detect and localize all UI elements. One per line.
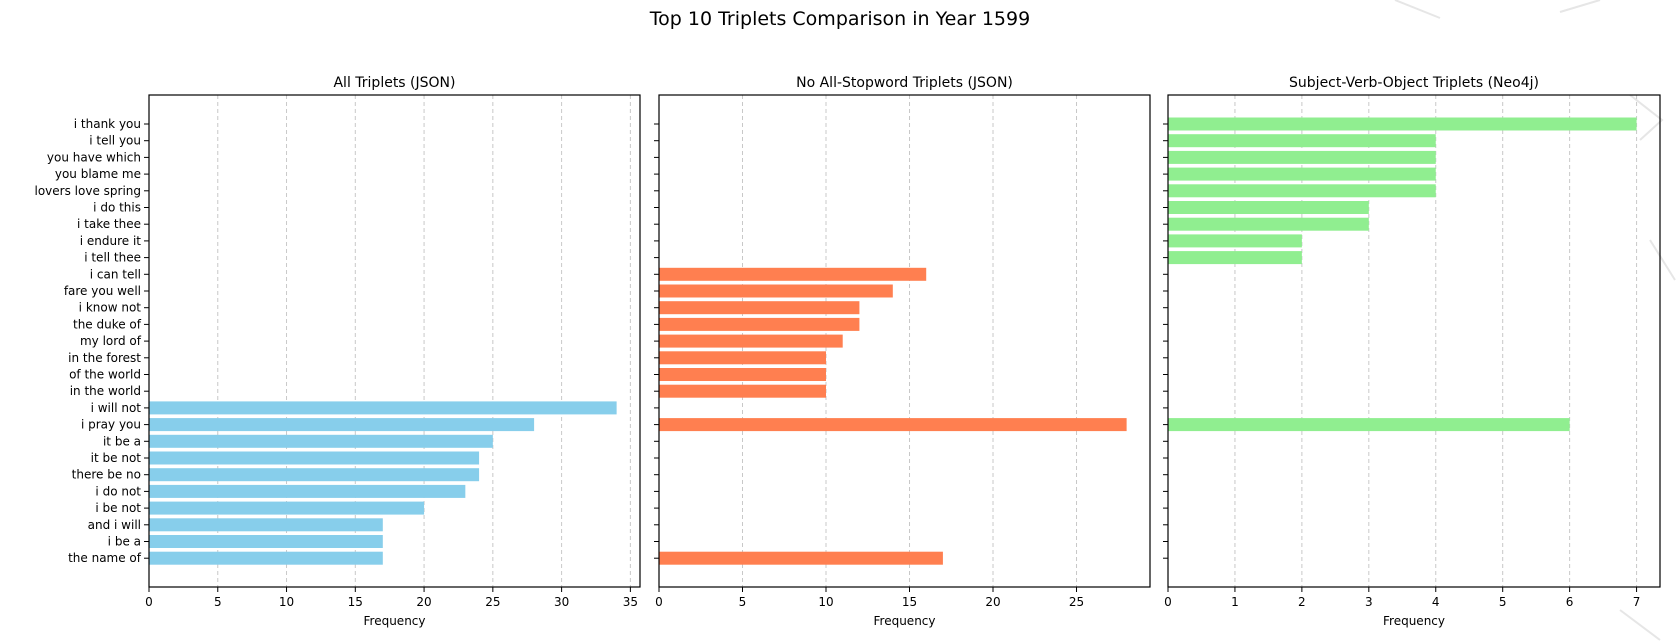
y-category-label: i will not bbox=[91, 401, 142, 415]
y-category-label: it be not bbox=[91, 451, 142, 465]
bar-i-know-not bbox=[659, 301, 860, 315]
y-category-label: fare you well bbox=[64, 284, 141, 298]
figure-title: Top 10 Triplets Comparison in Year 1599 bbox=[649, 8, 1030, 30]
bar-of-the-world bbox=[659, 368, 827, 381]
y-category-label: i do this bbox=[93, 201, 141, 215]
y-category-label: i be a bbox=[108, 535, 141, 549]
y-category-label: it be a bbox=[103, 434, 141, 448]
y-category-label: the name of bbox=[68, 551, 142, 565]
x-tick-label: 0 bbox=[145, 595, 153, 609]
bar-in-the-forest bbox=[659, 351, 827, 365]
panel-title: Subject-Verb-Object Triplets (Neo4j) bbox=[1289, 75, 1539, 91]
bar-i-can-tell bbox=[659, 267, 927, 281]
bar-i-take-thee bbox=[1168, 217, 1369, 231]
x-axis-label: Frequency bbox=[364, 614, 426, 628]
bar-the-name-of bbox=[149, 551, 383, 565]
bar-i-endure-it bbox=[1168, 234, 1302, 248]
bar-i-pray-you bbox=[149, 418, 535, 432]
x-tick-label: 3 bbox=[1365, 595, 1373, 609]
panel-1: All Triplets (JSON) 0 5 10 15 20 25 30 35 Frequen… bbox=[35, 75, 641, 628]
y-category-label: i can tell bbox=[90, 267, 141, 281]
x-tick-label: 4 bbox=[1432, 595, 1440, 609]
y-category-label: in the world bbox=[70, 384, 141, 398]
y-category-label: the duke of bbox=[73, 317, 142, 331]
x-tick-label: 0 bbox=[1164, 595, 1172, 609]
x-tick-label: 7 bbox=[1633, 595, 1641, 609]
bar-the-duke-of bbox=[659, 317, 860, 331]
bar-i-be-not bbox=[149, 501, 425, 515]
bar-you-have-which bbox=[1168, 150, 1436, 164]
panel-2: No All-Stopword Triplets (JSON) 0 5 10 15 20 2… bbox=[654, 75, 1151, 628]
bar-i-do-not bbox=[149, 484, 466, 498]
bar-i-thank-you bbox=[1168, 117, 1637, 131]
x-tick-label: 10 bbox=[818, 595, 833, 609]
bar-i-tell-thee bbox=[1168, 251, 1302, 265]
bar-i-pray-you bbox=[659, 418, 1127, 432]
bar-my-lord-of bbox=[659, 334, 843, 348]
x-tick-label: 10 bbox=[279, 595, 294, 609]
bar-i-tell-you bbox=[1168, 134, 1436, 148]
x-tick-label: 6 bbox=[1566, 595, 1574, 609]
y-category-label: i pray you bbox=[81, 418, 141, 432]
background-decoration bbox=[1394, 0, 1676, 641]
x-axis-label: Frequency bbox=[1383, 614, 1445, 628]
x-tick-label: 5 bbox=[739, 595, 747, 609]
bar-i-pray-you bbox=[1168, 418, 1570, 432]
bar-the-name-of bbox=[659, 551, 943, 565]
x-tick-label: 25 bbox=[485, 595, 500, 609]
y-category-label: in the forest bbox=[68, 351, 141, 365]
y-category-label: and i will bbox=[88, 518, 141, 532]
x-tick-label: 30 bbox=[554, 595, 569, 609]
y-category-label: i know not bbox=[79, 301, 142, 315]
y-category-label: you have which bbox=[47, 150, 141, 164]
x-axis-label: Frequency bbox=[874, 614, 936, 628]
x-tick-label: 0 bbox=[655, 595, 663, 609]
y-category-label: of the world bbox=[69, 368, 141, 382]
bar-there-be-no bbox=[149, 468, 480, 482]
panel-3: Subject-Verb-Object Triplets (Neo4j) 0 1 2 3… bbox=[1163, 75, 1661, 628]
x-tick-label: 15 bbox=[902, 595, 917, 609]
bar-and-i-will bbox=[149, 518, 383, 532]
y-category-label: i tell thee bbox=[84, 251, 141, 265]
x-tick-label: 20 bbox=[985, 595, 1000, 609]
bar-i-will-not bbox=[149, 401, 617, 415]
bar-lovers-love-spring bbox=[1168, 184, 1436, 198]
y-category-label: i endure it bbox=[80, 234, 142, 248]
bar-i-be-a bbox=[149, 535, 383, 548]
bar-it-be-not bbox=[149, 451, 480, 465]
panel-title: All Triplets (JSON) bbox=[333, 75, 455, 91]
x-tick-label: 2 bbox=[1298, 595, 1306, 609]
y-category-label: my lord of bbox=[80, 334, 142, 348]
x-tick-label: 5 bbox=[214, 595, 222, 609]
bar-i-do-this bbox=[1168, 201, 1369, 214]
bar-it-be-a bbox=[149, 434, 493, 448]
x-tick-label: 5 bbox=[1499, 595, 1507, 609]
y-category-label: i tell you bbox=[89, 134, 141, 148]
panels: All Triplets (JSON)0 5 10 15 20 25 30 35Frequen… bbox=[35, 75, 1661, 628]
x-tick-label: 35 bbox=[623, 595, 638, 609]
x-tick-label: 1 bbox=[1231, 595, 1239, 609]
y-category-label: i do not bbox=[95, 484, 141, 498]
y-category-label: there be no bbox=[72, 468, 141, 482]
y-category-label: you blame me bbox=[55, 167, 141, 181]
bar-in-the-world bbox=[659, 384, 827, 398]
x-tick-label: 15 bbox=[348, 595, 363, 609]
bar-you-blame-me bbox=[1168, 167, 1436, 181]
x-tick-label: 20 bbox=[416, 595, 431, 609]
y-category-label: i take thee bbox=[77, 217, 141, 231]
panel-title: No All-Stopword Triplets (JSON) bbox=[796, 75, 1013, 91]
y-category-label: lovers love spring bbox=[35, 184, 142, 198]
bar-fare-you-well bbox=[659, 284, 893, 298]
y-category-label: i thank you bbox=[74, 117, 141, 131]
x-tick-label: 25 bbox=[1069, 595, 1084, 609]
y-category-label: i be not bbox=[95, 501, 141, 515]
